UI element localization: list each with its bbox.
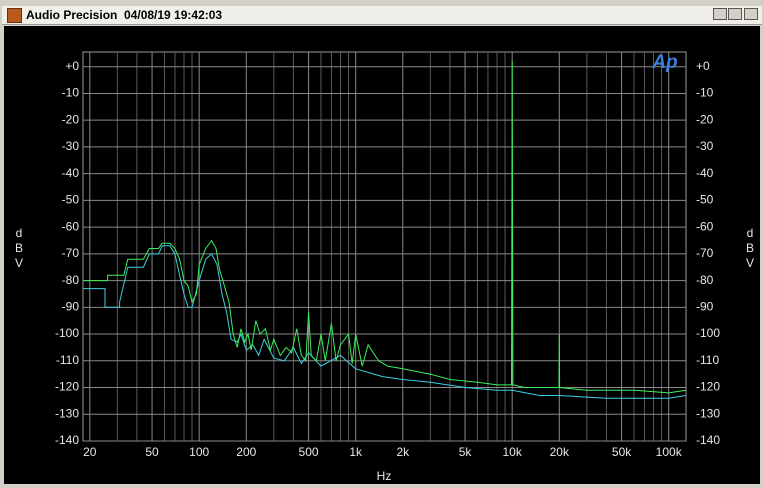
x-tick-label: 200 (236, 445, 256, 459)
y-tick-label-right: -60 (696, 219, 714, 233)
y-tick-label: -40 (62, 166, 80, 180)
y-tick-label-right: -130 (696, 406, 720, 420)
y-axis-label-right: dBV (743, 226, 757, 271)
y-tick-label-right: -70 (696, 246, 714, 260)
minimize-button[interactable] (713, 8, 727, 20)
close-button[interactable] (744, 8, 758, 20)
x-tick-label: 20 (83, 445, 97, 459)
x-tick-label: 500 (299, 445, 319, 459)
x-tick-label: 2k (396, 445, 410, 459)
y-tick-label: -80 (62, 273, 80, 287)
y-tick-label: -50 (62, 193, 80, 207)
y-tick-label: -90 (62, 299, 80, 313)
y-tick-label-right: -40 (696, 166, 714, 180)
x-tick-label: 100k (656, 445, 683, 459)
y-tick-label: -30 (62, 139, 80, 153)
y-tick-label-right: -90 (696, 299, 714, 313)
x-tick-label: 5k (459, 445, 473, 459)
title-bar: Audio Precision 04/08/19 19:42:03 (2, 6, 762, 25)
window-title: Audio Precision 04/08/19 19:42:03 (26, 8, 223, 22)
x-tick-label: 10k (503, 445, 523, 459)
maximize-button[interactable] (728, 8, 742, 20)
x-tick-label: 50k (612, 445, 632, 459)
x-tick-label: 20k (550, 445, 570, 459)
y-tick-label: -120 (55, 380, 79, 394)
y-tick-label-right: -140 (696, 433, 720, 447)
y-tick-label: -100 (55, 326, 79, 340)
y-tick-label-right: -10 (696, 86, 714, 100)
y-axis-label: dBV (12, 226, 26, 271)
y-tick-label-right: -80 (696, 273, 714, 287)
y-tick-label-right: -50 (696, 193, 714, 207)
y-tick-label-right: -110 (696, 353, 719, 367)
y-tick-label-right: +0 (696, 59, 710, 73)
x-axis-label: Hz (377, 469, 392, 483)
spectrum-line (83, 61, 687, 394)
app-icon (7, 8, 22, 23)
y-tick-label: -70 (62, 246, 80, 260)
y-tick-label: -10 (62, 86, 80, 100)
x-tick-label: 100 (189, 445, 209, 459)
x-tick-label: 1k (349, 445, 363, 459)
spectrum-line (83, 245, 687, 399)
y-tick-label-right: -120 (696, 380, 720, 394)
y-tick-label: -60 (62, 219, 80, 233)
y-tick-label: -130 (55, 406, 79, 420)
y-tick-label: -110 (56, 353, 79, 367)
y-tick-label-right: -30 (696, 139, 714, 153)
y-tick-label-right: -20 (696, 112, 714, 126)
y-tick-label: -20 (62, 112, 80, 126)
y-tick-label-right: -100 (696, 326, 720, 340)
y-tick-label: -140 (55, 433, 79, 447)
logo: Ap (651, 52, 677, 73)
x-tick-label: 50 (145, 445, 159, 459)
y-tick-label: +0 (65, 59, 79, 73)
